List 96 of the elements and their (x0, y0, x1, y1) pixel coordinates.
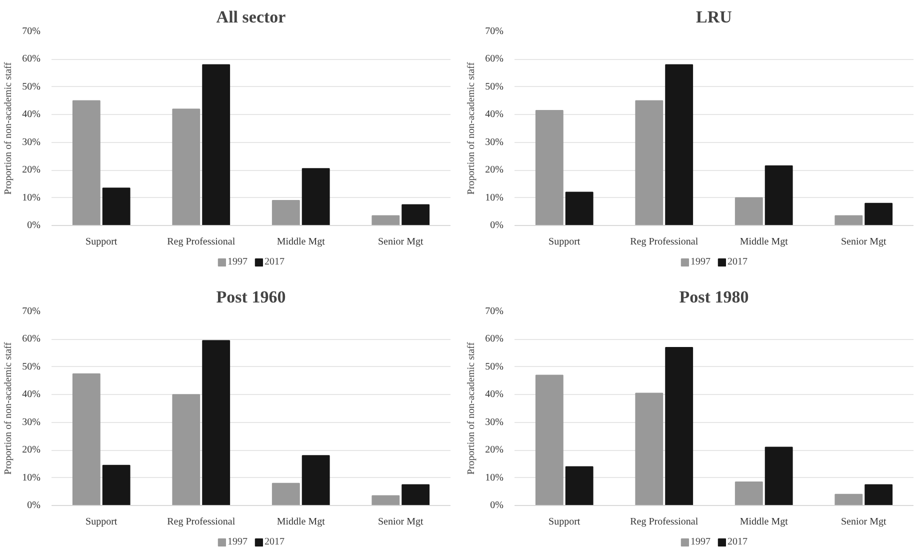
y-tick-label: 50% (485, 81, 504, 92)
bar (734, 197, 763, 226)
bar (402, 204, 430, 226)
bar (764, 446, 793, 506)
y-tick-label: 70% (485, 26, 504, 37)
x-tick-label: Middle Mgt (740, 516, 788, 528)
legend-label: 2017 (264, 256, 284, 268)
x-tick-label: Middle Mgt (740, 236, 788, 248)
y-tick-label: 40% (22, 109, 41, 120)
y-tick-label: 30% (485, 416, 504, 428)
x-tick-label: Support (86, 236, 118, 248)
x-tick-label: Senior Mgt (840, 516, 886, 528)
bar (535, 374, 564, 506)
y-tick-label: 60% (485, 334, 504, 345)
y-tick-label: 70% (22, 306, 41, 317)
bar (272, 482, 300, 506)
legend-label: 1997 (690, 536, 710, 548)
legend-label: 1997 (690, 256, 710, 268)
y-tick-label: 10% (485, 472, 504, 484)
y-tick-label: 40% (22, 389, 41, 400)
legend-label: 2017 (264, 536, 284, 548)
bar (764, 165, 793, 226)
bar (864, 484, 893, 506)
bar (734, 481, 763, 506)
y-tick-label: 40% (485, 389, 504, 400)
x-tick-label: Support (548, 236, 580, 248)
y-axis-title: Proportion of non-academic staff (3, 62, 14, 195)
x-tick-label: Reg Professional (630, 516, 698, 528)
y-tick-label: 20% (22, 444, 41, 456)
x-tick-label: Senior Mgt (378, 236, 424, 248)
bar (102, 188, 130, 226)
y-tick-label: 70% (22, 26, 41, 37)
x-tick-label: Support (86, 516, 118, 528)
y-tick-label: 20% (485, 164, 504, 176)
y-tick-label: 20% (22, 164, 41, 176)
bar (665, 64, 694, 226)
y-tick-label: 70% (485, 306, 504, 317)
y-tick-label: 0% (490, 500, 504, 511)
y-axis-title: Proportion of non-academic staff (466, 62, 478, 195)
y-tick-label: 0% (27, 220, 41, 231)
legend-label: 1997 (228, 256, 248, 268)
x-tick-label: Reg Professional (630, 236, 698, 248)
legend-label: 1997 (228, 536, 248, 548)
bar (272, 200, 300, 226)
x-tick-label: Reg Professional (167, 516, 236, 528)
x-tick-label: Senior Mgt (378, 516, 424, 528)
y-tick-label: 30% (22, 416, 41, 428)
bar (535, 110, 564, 226)
y-tick-label: 50% (22, 361, 41, 372)
y-tick-label: 10% (22, 192, 41, 204)
bar (834, 215, 863, 226)
x-tick-label: Middle Mgt (276, 516, 326, 528)
y-tick-label: 10% (485, 192, 504, 204)
y-tick-label: 0% (27, 500, 41, 511)
x-tick-label: Reg Professional (167, 236, 236, 248)
y-tick-label: 30% (22, 136, 41, 148)
bar (635, 100, 664, 226)
bar (72, 100, 100, 226)
chart-title: All sector (216, 8, 286, 26)
y-tick-label: 60% (22, 334, 41, 345)
bar (665, 347, 694, 506)
bar (302, 455, 330, 506)
legend-label: 2017 (728, 536, 748, 548)
y-tick-label: 10% (22, 472, 41, 484)
bar (102, 464, 130, 506)
bar (834, 494, 863, 506)
x-tick-label: Senior Mgt (840, 236, 886, 248)
bar (864, 202, 893, 226)
bar (372, 495, 400, 506)
bar (565, 466, 594, 506)
x-tick-label: Support (548, 516, 580, 528)
bar (202, 64, 230, 226)
bar (202, 340, 230, 506)
chart-title: Post 1980 (679, 288, 749, 306)
chart-title: LRU (696, 8, 732, 26)
bar (402, 484, 430, 506)
y-tick-label: 60% (22, 54, 41, 65)
y-tick-label: 30% (485, 136, 504, 148)
bar (635, 392, 664, 506)
y-tick-label: 50% (485, 361, 504, 372)
bar (172, 394, 200, 506)
bar (302, 168, 330, 226)
y-tick-label: 60% (485, 54, 504, 65)
y-axis-title: Proportion of non-academic staff (3, 342, 14, 475)
y-tick-label: 40% (485, 109, 504, 120)
y-tick-label: 50% (22, 81, 41, 92)
y-axis-title: Proportion of non-academic staff (466, 342, 478, 475)
legend-label: 2017 (728, 256, 748, 268)
y-tick-label: 0% (490, 220, 504, 231)
bar (172, 108, 200, 226)
y-tick-label: 20% (485, 444, 504, 456)
x-tick-label: Middle Mgt (276, 236, 326, 248)
bar (565, 192, 594, 226)
chart-title: Post 1960 (216, 288, 286, 306)
bar (372, 215, 400, 226)
bar (72, 373, 100, 506)
